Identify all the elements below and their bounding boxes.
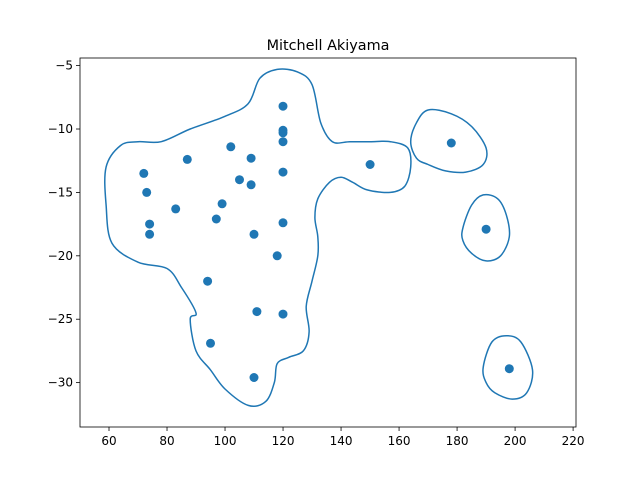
density-contour-1 [104, 68, 412, 408]
data-point [278, 309, 288, 319]
data-point [226, 142, 236, 152]
y-tick-label: −30 [48, 376, 73, 390]
y-tick-label: −10 [48, 122, 73, 136]
x-tick-label: 60 [101, 434, 116, 448]
data-point [278, 218, 288, 228]
x-tick-label: 160 [388, 434, 411, 448]
x-tick-label: 140 [330, 434, 353, 448]
density-contour-2 [409, 108, 488, 174]
data-point [278, 128, 288, 138]
chart-title: Mitchell Akiyama [267, 38, 390, 54]
x-axis-ticks: 60 80 100 120 140 160 180 200 220 [101, 427, 585, 448]
data-point [249, 373, 259, 382]
x-tick-label: 180 [446, 434, 469, 448]
x-tick-label: 200 [504, 434, 527, 448]
data-point [217, 199, 227, 209]
data-point [246, 153, 256, 163]
data-point [446, 138, 456, 148]
data-point [278, 137, 288, 147]
scatter-points [139, 101, 514, 382]
data-point [272, 251, 282, 261]
x-tick-label: 120 [272, 434, 295, 448]
x-tick-label: 100 [214, 434, 237, 448]
data-point [145, 219, 155, 229]
data-point [365, 160, 375, 169]
y-axis-ticks: −5 −10 −15 −20 −25 −30 [48, 59, 80, 390]
data-point [481, 224, 491, 234]
data-point [145, 229, 155, 239]
data-point [211, 214, 221, 224]
y-tick-label: −20 [48, 249, 73, 263]
data-point [249, 229, 259, 239]
data-point [246, 180, 256, 190]
x-tick-label: 220 [562, 434, 585, 448]
data-point [139, 168, 149, 178]
density-contour-4 [482, 334, 534, 400]
data-point [504, 364, 514, 374]
data-point [235, 175, 244, 185]
data-point [171, 204, 181, 214]
data-point [278, 167, 288, 177]
data-point [182, 154, 192, 164]
data-point [206, 338, 215, 348]
density-contours [104, 68, 534, 408]
data-point [142, 187, 152, 197]
x-tick-label: 80 [159, 434, 174, 448]
y-tick-label: −25 [48, 312, 73, 326]
plot-area-frame [79, 57, 577, 428]
data-point [203, 276, 213, 286]
density-contour-3 [461, 193, 511, 262]
data-point [252, 307, 262, 317]
y-tick-label: −5 [55, 59, 73, 73]
y-tick-label: −15 [48, 185, 73, 199]
data-point [278, 101, 288, 111]
